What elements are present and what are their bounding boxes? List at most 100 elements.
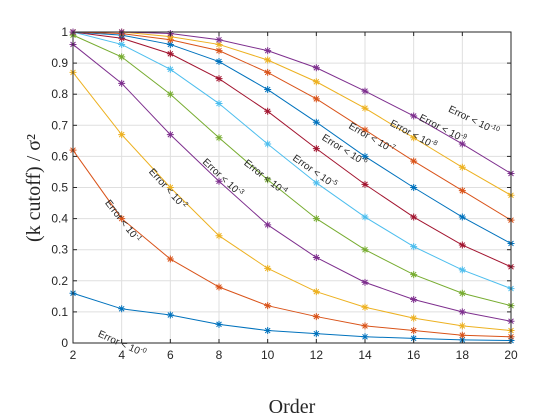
data-point [166, 184, 174, 191]
data-point [118, 131, 126, 139]
data-point [166, 131, 174, 139]
y-tick-label: 0.1 [51, 305, 68, 319]
data-point [118, 53, 126, 61]
data-point [264, 56, 272, 64]
data-point [458, 322, 466, 330]
x-tick-label: 10 [261, 348, 275, 362]
data-point [118, 79, 126, 87]
data-point [312, 118, 320, 126]
data-point [361, 104, 369, 112]
data-point [312, 253, 320, 261]
x-tick-label: 18 [456, 348, 470, 362]
data-point [264, 107, 272, 115]
y-tick-label: 0.3 [51, 243, 68, 257]
series-line [72, 31, 512, 221]
data-point [410, 314, 418, 322]
y-tick-label: 0.7 [51, 118, 68, 132]
series-label-exponent: -4 [280, 185, 289, 194]
data-point [215, 320, 223, 328]
data-point [312, 313, 320, 321]
data-point [215, 36, 223, 44]
data-point [215, 75, 223, 83]
data-point [312, 145, 320, 153]
x-tick-label: 6 [167, 348, 174, 362]
data-point [361, 213, 369, 221]
series-line [73, 31, 512, 174]
data-point [361, 180, 369, 188]
data-point [166, 255, 174, 263]
series-label-exponent: -5 [330, 178, 339, 187]
data-point [312, 179, 320, 187]
data-point [118, 215, 126, 223]
series-2 [69, 68, 515, 335]
data-point [458, 241, 466, 249]
series-line [72, 31, 512, 268]
data-point [264, 86, 272, 94]
data-point [166, 50, 174, 58]
series-line [72, 31, 512, 244]
y-tick-label: 0.8 [51, 87, 68, 101]
data-point [410, 334, 418, 342]
data-point [458, 187, 466, 195]
data-point [264, 176, 272, 184]
y-tick-label: 0 [61, 336, 68, 350]
y-axis-label: (k cutoff) / σ² [23, 134, 45, 242]
y-tick-label: 0.4 [51, 212, 68, 226]
data-point [458, 163, 466, 171]
series-line [72, 31, 512, 290]
data-point [215, 40, 223, 48]
data-point [458, 289, 466, 297]
data-point [361, 246, 369, 254]
data-point [361, 303, 369, 311]
data-point [361, 333, 369, 341]
series-line [73, 31, 512, 196]
data-point [166, 40, 174, 48]
y-tick-label: 0.2 [51, 274, 68, 288]
data-point [215, 177, 223, 185]
series-line [72, 292, 512, 342]
data-point [264, 68, 272, 76]
data-point [410, 184, 418, 191]
series-label-exponent: -3 [236, 187, 245, 196]
data-point [410, 134, 418, 142]
series-label-exponent: -8 [430, 138, 439, 147]
data-point [166, 65, 174, 73]
x-tick-label: 2 [70, 348, 77, 362]
data-point [312, 64, 320, 72]
data-point [215, 100, 223, 108]
data-point [458, 140, 466, 148]
data-point [361, 322, 369, 330]
data-point [458, 213, 466, 221]
data-point [361, 87, 369, 95]
data-point [264, 221, 272, 229]
data-point [215, 47, 223, 55]
data-point [166, 90, 174, 98]
data-point [215, 283, 223, 291]
data-point [312, 78, 320, 86]
data-point [312, 288, 320, 296]
data-point [458, 331, 466, 339]
y-tick-label: 0.5 [51, 181, 68, 195]
data-point [264, 302, 272, 310]
y-tick-label: 0.6 [51, 149, 68, 163]
data-point [410, 157, 418, 165]
series-label-exponent: -1 [134, 233, 143, 242]
series-label-exponent: -7 [388, 142, 397, 151]
data-point [264, 140, 272, 148]
series-line [72, 34, 512, 307]
series-line [72, 149, 512, 338]
data-point [264, 47, 272, 55]
ticks: 2 4 6 8 10 12 14 16 18 20 0 0.1 0.2 0.3 0.4 0.5 0.6 0.7 0.… [51, 25, 518, 362]
data-point [361, 278, 369, 286]
data-point [118, 305, 126, 313]
x-axis-label: Order [269, 396, 316, 418]
series-line [72, 72, 512, 332]
data-point [410, 213, 418, 221]
data-point [410, 327, 418, 335]
data-point [312, 95, 320, 103]
data-point [312, 330, 320, 338]
x-tick-label: 14 [358, 348, 372, 362]
x-tick-label: 4 [118, 348, 125, 362]
series-label-exponent: -6 [360, 155, 369, 164]
